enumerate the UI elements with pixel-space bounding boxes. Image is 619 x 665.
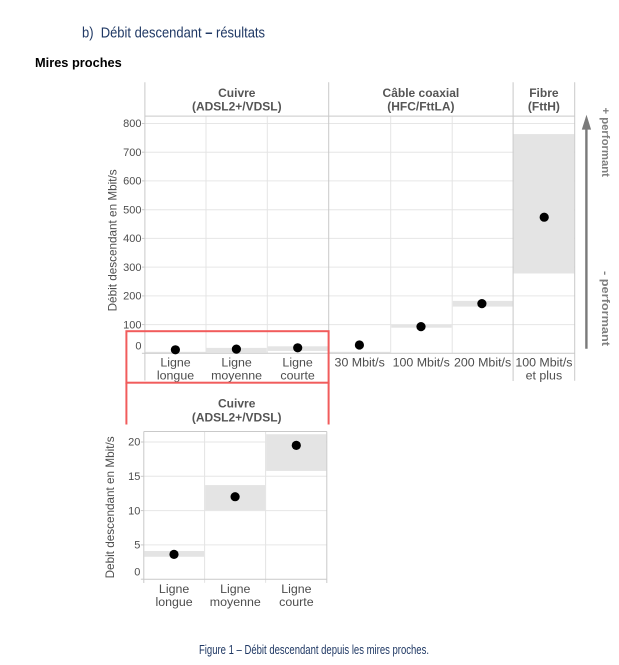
svg-text:Débit descendant en Mbit/s: Débit descendant en Mbit/s	[106, 169, 120, 311]
svg-text:10: 10	[128, 505, 140, 517]
svg-text:100: 100	[123, 319, 141, 331]
svg-text:moyenne: moyenne	[210, 595, 261, 609]
svg-text:(HFC/FttLA): (HFC/FttLA)	[387, 100, 454, 114]
svg-text:600: 600	[123, 176, 141, 188]
svg-text:et plus: et plus	[526, 369, 563, 383]
svg-text:100 Mbit/s: 100 Mbit/s	[515, 355, 572, 369]
svg-text:200: 200	[123, 291, 141, 303]
svg-text:longue: longue	[157, 369, 194, 383]
svg-text:Câble coaxial: Câble coaxial	[383, 86, 460, 100]
svg-text:Ligne: Ligne	[282, 355, 312, 369]
svg-text:0: 0	[135, 341, 141, 353]
svg-text:0: 0	[134, 567, 140, 579]
svg-text:20: 20	[128, 437, 140, 449]
svg-text:700: 700	[123, 147, 141, 159]
svg-text:Ligne: Ligne	[159, 582, 189, 596]
svg-text:moyenne: moyenne	[211, 369, 262, 383]
svg-text:Debit descendant en Mbit/s: Debit descendant en Mbit/s	[103, 436, 117, 578]
svg-text:- performant: - performant	[599, 271, 611, 346]
svg-text:Ligne: Ligne	[220, 582, 250, 596]
svg-text:30 Mbit/s: 30 Mbit/s	[335, 355, 385, 369]
svg-text:Ligne: Ligne	[160, 355, 190, 369]
svg-text:Cuivre: Cuivre	[218, 397, 256, 411]
svg-text:longue: longue	[155, 595, 192, 609]
svg-text:(ADSL2+/VDSL): (ADSL2+/VDSL)	[192, 411, 282, 425]
svg-text:b) Débit descendant – résulta: b) Débit descendant – résultats	[82, 26, 265, 42]
svg-text:500: 500	[123, 204, 141, 216]
svg-text:courte: courte	[279, 595, 314, 609]
svg-text:+ performant: + performant	[599, 107, 611, 177]
svg-text:100 Mbit/s: 100 Mbit/s	[393, 355, 450, 369]
svg-text:Fibre: Fibre	[529, 86, 559, 100]
svg-text:Figure 1 – Débit descendant de: Figure 1 – Débit descendant depuis les m…	[199, 642, 429, 657]
svg-text:Cuivre: Cuivre	[218, 86, 256, 100]
svg-text:(ADSL2+/VDSL): (ADSL2+/VDSL)	[192, 100, 282, 114]
svg-text:800: 800	[123, 118, 141, 130]
svg-text:400: 400	[123, 233, 141, 245]
svg-text:Ligne: Ligne	[281, 582, 311, 596]
svg-text:Ligne: Ligne	[221, 355, 251, 369]
svg-text:(FttH): (FttH)	[528, 100, 560, 114]
svg-text:courte: courte	[280, 369, 315, 383]
svg-text:200 Mbit/s: 200 Mbit/s	[454, 355, 511, 369]
svg-text:15: 15	[128, 471, 140, 483]
svg-text:5: 5	[134, 540, 140, 552]
svg-text:Mires proches: Mires proches	[35, 55, 122, 70]
svg-text:300: 300	[123, 262, 141, 274]
